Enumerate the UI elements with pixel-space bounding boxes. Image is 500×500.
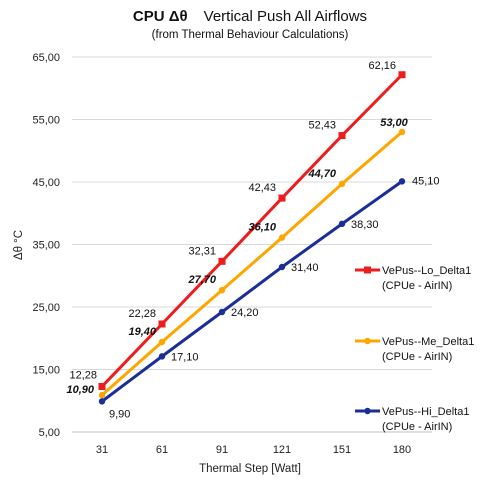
data-point-lo	[158, 320, 166, 328]
series-line-me	[101, 130, 403, 397]
legend-marker-hi	[364, 407, 371, 415]
legend-label-hi: VePus--Hi_Delta1	[382, 406, 469, 418]
data-point-lo	[398, 71, 406, 79]
y-tick-label: 45,00	[32, 177, 60, 189]
chart-title-rest: Vertical Push All Airflows	[204, 8, 367, 25]
data-label-lo: 12,28	[69, 370, 97, 382]
data-label-lo: 22,28	[128, 308, 156, 320]
legend-sublabel-me: (CPUe - AirIN)	[382, 351, 452, 363]
data-label-lo: 32,31	[188, 245, 216, 257]
x-tick-label: 121	[273, 444, 291, 456]
data-label-me: 19,40	[128, 326, 156, 338]
data-point-lo	[218, 257, 226, 265]
data-point-hi	[338, 220, 346, 228]
data-point-me	[398, 128, 406, 136]
x-tick-label: 151	[333, 444, 351, 456]
data-point-hi	[218, 308, 226, 316]
data-point-me	[278, 234, 286, 241]
series-layer	[98, 71, 406, 405]
data-label-hi: 38,30	[351, 219, 379, 231]
x-axis-label: Thermal Step [Watt]	[199, 463, 301, 475]
data-point-hi	[278, 263, 286, 271]
data-label-me: 53,00	[380, 117, 408, 129]
data-point-lo	[338, 132, 346, 140]
data-point-me	[338, 180, 346, 188]
data-label-hi: 45,10	[412, 175, 440, 187]
data-label-me: 36,10	[248, 222, 276, 234]
data-label-lo: 52,43	[308, 120, 336, 132]
data-label-hi: 31,40	[291, 262, 319, 274]
x-tick-label: 180	[393, 444, 411, 456]
y-tick-label: 15,00	[32, 365, 60, 377]
chart-subtitle: (from Thermal Behaviour Calculations)	[152, 29, 349, 41]
legend-entry-me: VePus--Me_Delta1 (CPUe - AirIN)	[355, 336, 474, 363]
legend-entry-hi: VePus--Hi_Delta1 (CPUe - AirIN)	[355, 406, 469, 433]
chart-title-main: CPU Δθ	[133, 8, 188, 25]
data-label-me: 10,90	[66, 384, 94, 396]
data-label-hi: 9,90	[109, 408, 130, 420]
data-label-hi: 24,20	[231, 307, 259, 319]
legend-label-me: VePus--Me_Delta1	[382, 336, 474, 348]
data-point-lo	[98, 383, 106, 390]
data-point-hi	[398, 178, 406, 185]
series-me	[98, 128, 406, 399]
legend-marker-me	[364, 337, 371, 345]
data-point-me	[98, 391, 106, 399]
y-tick-label: 25,00	[32, 302, 60, 314]
data-labels: 12,28 22,28 32,31 42,43 52,43 62,16 10,90 19,40…	[66, 60, 439, 421]
data-point-hi	[158, 353, 166, 360]
legend-marker-lo	[364, 266, 371, 274]
data-label-hi: 17,10	[171, 351, 199, 363]
legend-sublabel-lo: (CPUe - AirIN)	[382, 280, 452, 292]
series-line-lo	[100, 73, 404, 388]
data-label-me: 27,70	[187, 274, 216, 286]
data-point-lo	[278, 194, 286, 202]
chart-title: CPU Δθ Vertical Push All Airflows	[133, 8, 367, 25]
legend-label-lo: VePus--Lo_Delta1	[382, 265, 471, 277]
x-tick-label: 91	[216, 444, 228, 456]
data-point-me	[218, 286, 226, 294]
y-tick-label: 5,00	[39, 427, 60, 439]
data-point-hi	[98, 398, 106, 405]
y-axis-ticks: 5,00 15,00 25,00 35,00 45,00 55,00 65,00	[32, 52, 60, 439]
legend-sublabel-hi: (CPUe - AirIN)	[382, 421, 452, 433]
y-axis-label: Δθ °C	[13, 230, 25, 260]
data-point-me	[158, 338, 166, 346]
y-tick-label: 65,00	[32, 52, 60, 64]
series-lo	[98, 71, 406, 390]
legend: VePus--Lo_Delta1(CPUe - AirIN)VePus--Me_…	[355, 265, 474, 433]
series-line-hi	[101, 180, 403, 403]
legend-entry-lo: VePus--Lo_Delta1 (CPUe - AirIN)	[355, 265, 471, 292]
series-hi	[98, 178, 406, 405]
x-axis-ticks: 31 61 91 121 151 180	[96, 444, 411, 456]
data-label-lo: 42,43	[248, 182, 276, 194]
x-tick-label: 61	[156, 444, 168, 456]
data-label-me: 44,70	[307, 168, 336, 180]
data-label-lo: 62,16	[368, 60, 396, 72]
y-tick-label: 55,00	[32, 115, 60, 127]
x-tick-label: 31	[96, 444, 108, 456]
y-tick-label: 35,00	[32, 240, 60, 252]
